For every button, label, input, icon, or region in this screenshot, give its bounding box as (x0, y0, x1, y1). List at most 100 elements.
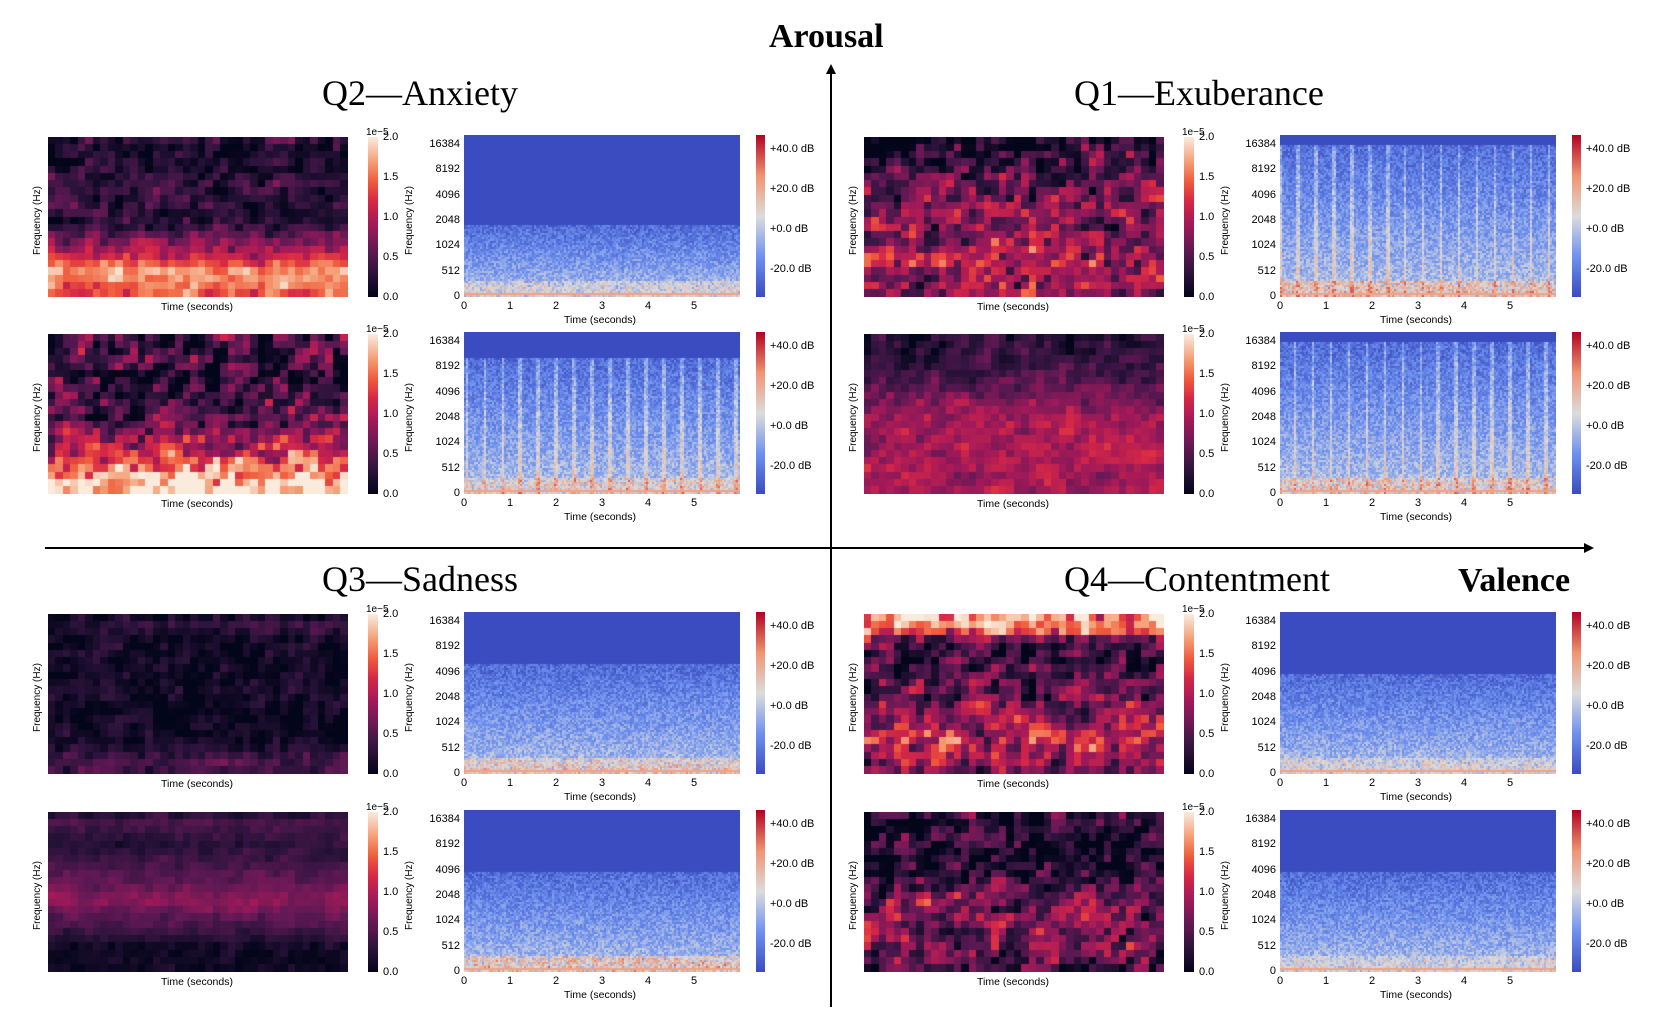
spectrogram-cbar-tick-q4-row1-3: -20.0 dB (1586, 740, 1628, 752)
heatmap-cbar-tick-q1-row2-0: 2.0 (1199, 328, 1215, 340)
spectrogram-ytick-q3-row1-1: 8192 (435, 640, 460, 653)
spectrogram-ytick-q3-row1-3: 2048 (435, 691, 460, 703)
spectrogram-ytick-q3-row2-0: 16384 (429, 813, 460, 825)
heatmap-ylabel-q3-row2: Frequency (Hz) (32, 861, 43, 930)
spectrogram-ytick-q4-row1-6: 0 (1269, 767, 1276, 779)
spectrogram-ytick-q4-row1-0: 16384 (1245, 615, 1276, 627)
spectrogram-cbar-tick-q3-row2-2: +0.0 dB (770, 898, 809, 910)
heatmap-ylabel-q2-row1: Frequency (Hz) (32, 186, 43, 255)
spectrogram-ytick-q2-row2-3: 2048 (435, 411, 460, 423)
spectrogram-xtick-q1-row1-4: 4 (1461, 300, 1468, 312)
spectrogram-xtick-q2-row2-3: 3 (599, 497, 606, 509)
heatmap-cbar-tick-q3-row2-4: 0.0 (383, 966, 399, 978)
spectrogram-colorbar-q3-row2 (756, 810, 765, 972)
heatmap-cbar-tick-q2-row2-4: 0.0 (383, 488, 399, 500)
spectrogram-xtick-q1-row1-1: 1 (1323, 300, 1330, 312)
heatmap-cbar-tick-q4-row1-4: 0.0 (1199, 768, 1215, 780)
spectrogram-cbar-tick-q2-row2-0: +40.0 dB (770, 340, 815, 352)
heatmap-cbar-tick-q1-row2-4: 0.0 (1199, 488, 1215, 500)
heatmap-xlabel-q3-row2: Time (seconds) (161, 976, 233, 988)
spectrogram-xtick-q2-row2-4: 4 (645, 497, 652, 509)
title-q2: Q2—Anxiety (322, 73, 518, 113)
spectrogram-ylabel-q2-row1: Frequency (Hz) (404, 186, 415, 255)
spectrogram-ytick-q4-row1-1: 8192 (1251, 640, 1276, 653)
heatmap-colorbar-q2-row1 (368, 137, 378, 297)
spectrogram-cbar-tick-q4-row1-0: +40.0 dB (1586, 620, 1631, 632)
spectrogram-ytick-q2-row1-2: 4096 (435, 188, 460, 201)
spectrogram-cbar-tick-q4-row1-2: +0.0 dB (1586, 700, 1625, 712)
spectrogram-ylabel-q1-row1: Frequency (Hz) (1220, 186, 1231, 255)
spectrogram-q2-row2 (464, 332, 740, 494)
spectrogram-cbar-tick-q3-row2-1: +20.0 dB (770, 858, 815, 870)
spectrogram-xtick-q2-row1-0: 0 (461, 300, 468, 312)
heatmap-cbar-tick-q4-row2-2: 1.0 (1199, 886, 1215, 898)
spectrogram-colorbar-q4-row2 (1572, 810, 1581, 972)
spectrogram-ylabel-q3-row1: Frequency (Hz) (404, 663, 415, 732)
spectrogram-colorbar-q1-row2 (1572, 332, 1581, 494)
spectrogram-ytick-q3-row2-1: 8192 (435, 838, 460, 851)
spectrogram-ytick-q2-row1-5: 512 (441, 264, 460, 277)
heatmap-q1-row1 (864, 137, 1164, 297)
spectrogram-ylabel-q2-row2: Frequency (Hz) (404, 383, 415, 452)
heatmap-cbar-tick-q1-row2-1: 1.5 (1199, 368, 1215, 380)
spectrogram-ytick-q3-row2-3: 2048 (435, 889, 460, 901)
spectrogram-ytick-q1-row1-3: 2048 (1251, 214, 1276, 226)
spectrogram-ylabel-q3-row2: Frequency (Hz) (404, 861, 415, 930)
heatmap-colorbar-scale-q4-row1: 1e−5 (1182, 604, 1205, 615)
spectrogram-ytick-q2-row2-0: 16384 (429, 335, 460, 347)
spectrogram-colorbar-q2-row2 (756, 332, 765, 494)
spectrogram-ytick-q3-row2-2: 4096 (435, 863, 460, 876)
spectrogram-ytick-q4-row2-1: 8192 (1251, 838, 1276, 851)
spectrogram-cbar-tick-q2-row1-3: -20.0 dB (770, 263, 812, 275)
heatmap-ylabel-q3-row1: Frequency (Hz) (32, 663, 43, 732)
spectrogram-xtick-q4-row2-2: 2 (1369, 975, 1376, 987)
spectrogram-ytick-q1-row1-1: 8192 (1251, 163, 1276, 176)
heatmap-cbar-tick-q3-row2-0: 2.0 (383, 806, 399, 818)
spectrogram-cbar-tick-q1-row2-1: +20.0 dB (1586, 380, 1631, 392)
heatmap-colorbar-q3-row1 (368, 614, 378, 774)
heatmap-colorbar-q4-row2 (1184, 812, 1194, 972)
spectrogram-ytick-q1-row1-2: 4096 (1251, 188, 1276, 201)
spectrogram-cbar-tick-q4-row2-3: -20.0 dB (1586, 938, 1628, 950)
spectrogram-xlabel-q4-row1: Time (seconds) (1380, 791, 1452, 803)
spectrogram-cbar-tick-q4-row1-1: +20.0 dB (1586, 660, 1631, 672)
spectrogram-ytick-q1-row1-5: 512 (1257, 264, 1276, 277)
spectrogram-xtick-q3-row1-1: 1 (507, 777, 514, 789)
spectrogram-ytick-q1-row2-4: 1024 (1251, 436, 1276, 449)
spectrogram-cbar-tick-q4-row2-1: +20.0 dB (1586, 858, 1631, 870)
heatmap-q2-row1 (48, 137, 348, 297)
spectrogram-ytick-q4-row1-2: 4096 (1251, 665, 1276, 678)
spectrogram-cbar-tick-q1-row1-0: +40.0 dB (1586, 143, 1631, 155)
heatmap-colorbar-q3-row2 (368, 812, 378, 972)
spectrogram-ylabel-q4-row1: Frequency (Hz) (1220, 663, 1231, 732)
spectrogram-xtick-q2-row1-1: 1 (507, 300, 514, 312)
heatmap-ylabel-q1-row1: Frequency (Hz) (848, 186, 859, 255)
heatmap-cbar-tick-q2-row2-0: 2.0 (383, 328, 399, 340)
spectrogram-cbar-tick-q3-row1-1: +20.0 dB (770, 660, 815, 672)
spectrogram-cbar-tick-q3-row2-0: +40.0 dB (770, 818, 815, 830)
heatmap-cbar-tick-q2-row1-3: 0.5 (383, 251, 399, 263)
heatmap-cbar-tick-q3-row1-1: 1.5 (383, 648, 399, 660)
spectrogram-xtick-q1-row1-5: 5 (1507, 300, 1514, 312)
spectrogram-cbar-tick-q3-row1-0: +40.0 dB (770, 620, 815, 632)
spectrogram-xtick-q3-row2-4: 4 (645, 975, 652, 987)
spectrogram-ytick-q1-row1-4: 1024 (1251, 239, 1276, 252)
heatmap-q3-row1 (48, 614, 348, 774)
heatmap-cbar-tick-q3-row2-2: 1.0 (383, 886, 399, 898)
spectrogram-ytick-q1-row2-5: 512 (1257, 461, 1276, 474)
heatmap-cbar-tick-q3-row1-2: 1.0 (383, 688, 399, 700)
spectrogram-cbar-tick-q2-row2-2: +0.0 dB (770, 420, 809, 432)
spectrogram-q2-row1 (464, 135, 740, 297)
spectrogram-ytick-q4-row2-3: 2048 (1251, 889, 1276, 901)
spectrogram-cbar-tick-q3-row2-3: -20.0 dB (770, 938, 812, 950)
spectrogram-xtick-q4-row1-2: 2 (1369, 777, 1376, 789)
spectrogram-xlabel-q4-row2: Time (seconds) (1380, 989, 1452, 1001)
heatmap-ylabel-q4-row1: Frequency (Hz) (848, 663, 859, 732)
title-q3: Q3—Sadness (322, 559, 518, 599)
heatmap-q2-row2 (48, 334, 348, 494)
spectrogram-xtick-q1-row2-2: 2 (1369, 497, 1376, 509)
heatmap-cbar-tick-q4-row2-3: 0.5 (1199, 926, 1215, 938)
spectrogram-ytick-q4-row1-5: 512 (1257, 741, 1276, 754)
heatmap-cbar-tick-q2-row2-1: 1.5 (383, 368, 399, 380)
spectrogram-cbar-tick-q1-row2-0: +40.0 dB (1586, 340, 1631, 352)
